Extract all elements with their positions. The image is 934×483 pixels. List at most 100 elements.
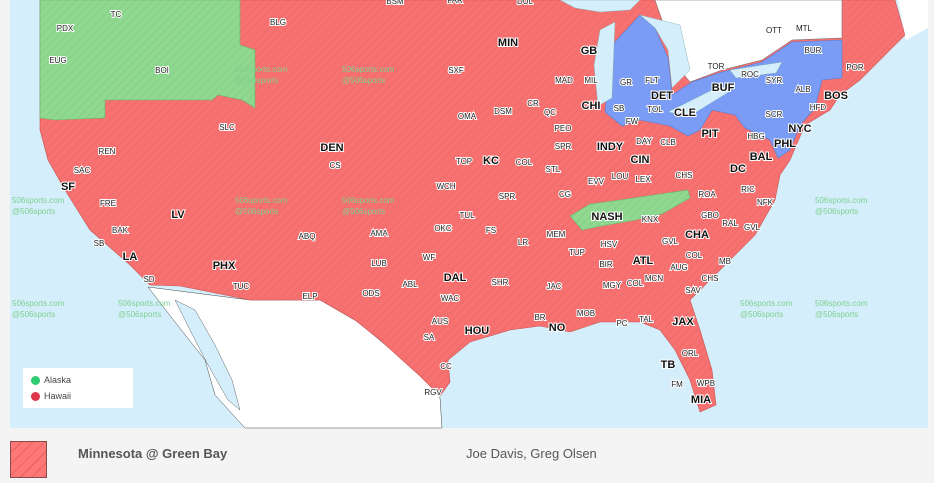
market-label-atl: ATL: [633, 255, 654, 267]
watermark-text: @506sports: [815, 207, 858, 216]
market-label-knx: KNX: [642, 215, 659, 224]
market-label-scr: SCR: [766, 110, 783, 119]
watermark-text: @506sports: [118, 310, 161, 319]
market-label-abl: ABL: [402, 280, 418, 289]
market-label-flt: FLT: [645, 76, 659, 85]
market-label-det: DET: [651, 90, 673, 102]
market-label-mb: MB: [719, 257, 731, 266]
market-label-bsm: BSM: [386, 0, 404, 6]
market-label-spr: SPR: [555, 142, 572, 151]
market-label-sav: SAV: [685, 286, 701, 295]
market-label-phl: PHL: [774, 138, 796, 150]
lake-huron: [639, 14, 691, 89]
market-label-col: COL: [627, 279, 644, 288]
market-label-cs: CS: [329, 161, 340, 170]
market-label-cha: CHA: [685, 229, 709, 241]
market-label-gb: GB: [581, 45, 598, 57]
market-label-col: COL: [516, 158, 533, 167]
market-label-tc: TC: [111, 10, 122, 19]
market-label-wac: WAC: [441, 294, 460, 303]
market-label-rgv: RGV: [424, 388, 442, 397]
lake-ontario: [729, 61, 783, 79]
market-label-por: POR: [846, 63, 864, 72]
market-label-chi: CHI: [582, 100, 601, 112]
market-label-pit: PIT: [701, 128, 718, 140]
legend-label: Hawaii: [44, 391, 72, 401]
market-label-clb: CLB: [660, 138, 676, 147]
market-label-hou: HOU: [465, 325, 490, 337]
market-label-lex: LEX: [635, 175, 651, 184]
market-label-slc: SLC: [219, 123, 235, 132]
great-lakes: [559, 0, 783, 117]
market-label-hfd: HFD: [810, 103, 827, 112]
market-label-sf: SF: [61, 181, 75, 193]
market-label-buf: BUF: [712, 82, 735, 94]
market-label-mil: MIL: [584, 76, 598, 85]
market-label-sxf: SXF: [448, 66, 464, 75]
game-color-swatch: [10, 441, 47, 478]
market-label-tal: TAL: [639, 315, 654, 324]
watermark-text: 506sports.com: [235, 196, 288, 205]
market-label-bur: BUR: [805, 46, 822, 55]
market-label-no: NO: [549, 322, 566, 334]
region-other-game-northeast: [604, 14, 843, 159]
market-label-oma: OMA: [458, 112, 477, 121]
watermark-text: 506sports.com: [12, 196, 65, 205]
market-label-tup: TUP: [569, 248, 585, 257]
lake-erie: [667, 85, 733, 117]
market-label-mcn: MCN: [645, 274, 663, 283]
market-label-ric: RIC: [741, 185, 755, 194]
market-label-day: DAY: [636, 137, 653, 146]
market-label-ren: REN: [99, 147, 116, 156]
market-label-min: MIN: [498, 37, 518, 49]
legend-item-alaska: Alaska: [31, 375, 71, 385]
coverage-map: 506sports.com @506sports 506sports.com @506…: [10, 0, 928, 429]
market-label-lv: LV: [171, 209, 185, 221]
market-label-lr: LR: [518, 238, 528, 247]
market-label-shr: SHR: [492, 278, 509, 287]
market-label-mia: MIA: [691, 394, 711, 406]
market-label-hsv: HSV: [601, 240, 618, 249]
market-label-col: COL: [686, 251, 703, 260]
market-label-hbg: HBG: [747, 132, 764, 141]
market-label-far: FAR: [447, 0, 463, 5]
legend-label: Alaska: [44, 375, 72, 385]
market-label-sa: SA: [424, 333, 435, 342]
watermark-text: @506sports: [815, 310, 858, 319]
market-label-abq: ABQ: [299, 232, 316, 241]
market-label-tor: TOR: [708, 62, 725, 71]
market-label-okc: OKC: [434, 224, 452, 233]
watermark-text: 506sports.com: [342, 65, 395, 74]
game-title: Minnesota @ Green Bay: [78, 446, 228, 461]
market-label-peo: PEO: [555, 124, 572, 133]
lake-michigan: [593, 21, 616, 107]
game-row: Minnesota @ Green Bay Joe Davis, Greg Ol…: [0, 430, 934, 483]
watermark-text: 506sports.com: [342, 196, 395, 205]
market-label-nash: NASH: [591, 211, 622, 223]
market-label-wf: WF: [423, 253, 436, 262]
market-label-ott: OTT: [766, 26, 782, 35]
market-label-mgy: MGY: [603, 281, 622, 290]
market-label-lou: LOU: [612, 172, 629, 181]
market-label-ama: AMA: [370, 229, 388, 238]
market-label-eug: EUG: [49, 56, 66, 65]
market-label-kc: KC: [483, 155, 499, 167]
market-label-blg: BLG: [270, 18, 286, 27]
market-label-la: LA: [123, 251, 138, 263]
market-label-gr: GR: [620, 78, 632, 87]
market-label-roa: ROA: [698, 190, 716, 199]
watermark-text: @506sports: [235, 207, 278, 216]
market-label-mob: MOB: [577, 309, 595, 318]
market-label-pdx: PDX: [57, 24, 74, 33]
market-label-sd: SD: [143, 275, 154, 284]
watermark-text: @506sports: [342, 76, 385, 85]
market-label-cg: CG: [559, 190, 571, 199]
market-label-fre: FRE: [100, 199, 116, 208]
market-label-sb: SB: [94, 239, 105, 248]
market-label-br: BR: [534, 313, 545, 322]
market-label-qc: QC: [544, 108, 556, 117]
market-label-pc: PC: [616, 319, 627, 328]
market-label-dsm: DSM: [494, 107, 512, 116]
watermark-text: 506sports.com: [12, 299, 65, 308]
market-label-phx: PHX: [213, 260, 236, 272]
